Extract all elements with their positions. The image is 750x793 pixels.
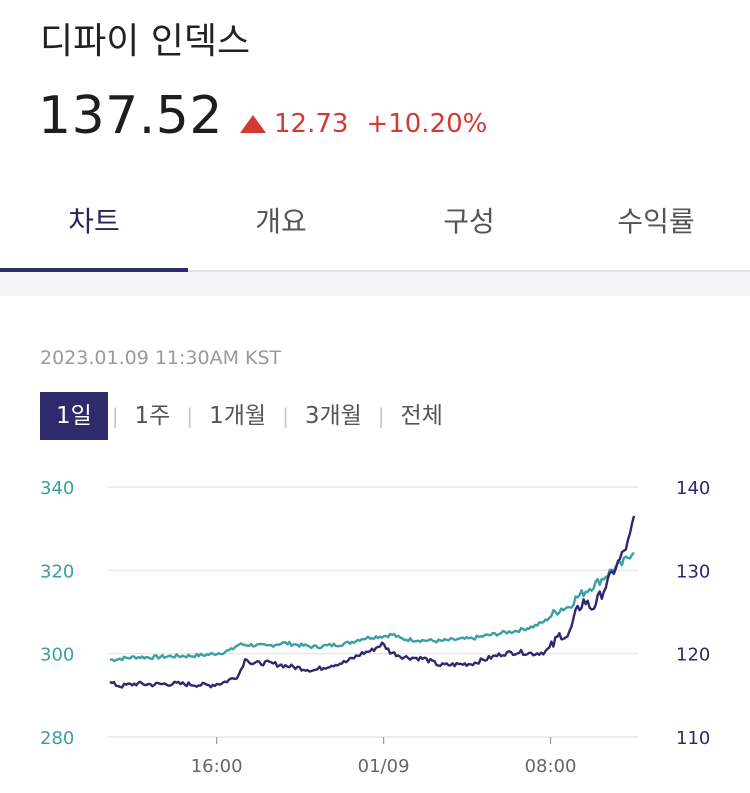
index-title: 디파이 인덱스 [40,21,251,62]
x-tick-label: 08:00 [525,756,577,777]
range-1d[interactable]: 1일 [40,392,108,440]
triangle-up-icon [240,115,266,133]
section-divider [0,272,750,296]
series-line-left [109,551,635,663]
range-separator: | [186,404,194,428]
series-line-right [109,515,636,689]
y-left-tick-label: 320 [40,561,74,582]
tab-composition[interactable]: 구성 [443,205,495,238]
range-3m[interactable]: 3개월 [304,403,362,429]
tab-bar: 차트 개요 구성 수익률 [0,186,750,272]
range-selector: 1일 | 1주 | 1개월 | 3개월 | 전체 [40,392,455,440]
range-separator: | [282,404,289,428]
price-change: 12.73 +10.20% [240,106,487,142]
range-all[interactable]: 전체 [400,403,443,429]
x-tick-label: 16:00 [191,756,243,777]
x-tick-label: 01/09 [358,756,410,777]
change-value: 12.73 [274,109,349,139]
tab-chart[interactable]: 차트 [68,205,120,238]
y-right-tick-label: 120 [676,645,710,666]
change-percent: +10.20% [366,109,488,139]
chart-timestamp: 2023.01.09 11:30AM KST [40,347,282,369]
y-left-tick-label: 300 [40,645,74,666]
range-separator: | [377,404,385,428]
y-left-tick-label: 280 [40,728,74,749]
range-1w[interactable]: 1주 [134,403,171,429]
tab-returns[interactable]: 수익률 [617,205,695,238]
current-price: 137.52 [38,86,223,146]
y-right-tick-label: 140 [676,478,710,499]
range-1m[interactable]: 1개월 [209,403,267,429]
range-separator: | [111,404,119,428]
price-chart[interactable]: 280 300 320 340 110 120 130 140 16:00 01/09 08:00 [0,470,750,793]
y-right-tick-label: 110 [676,728,710,749]
active-tab-indicator [0,268,188,272]
y-left-tick-label: 340 [40,478,74,499]
tab-overview[interactable]: 개요 [255,205,307,238]
y-right-tick-label: 130 [676,561,710,582]
